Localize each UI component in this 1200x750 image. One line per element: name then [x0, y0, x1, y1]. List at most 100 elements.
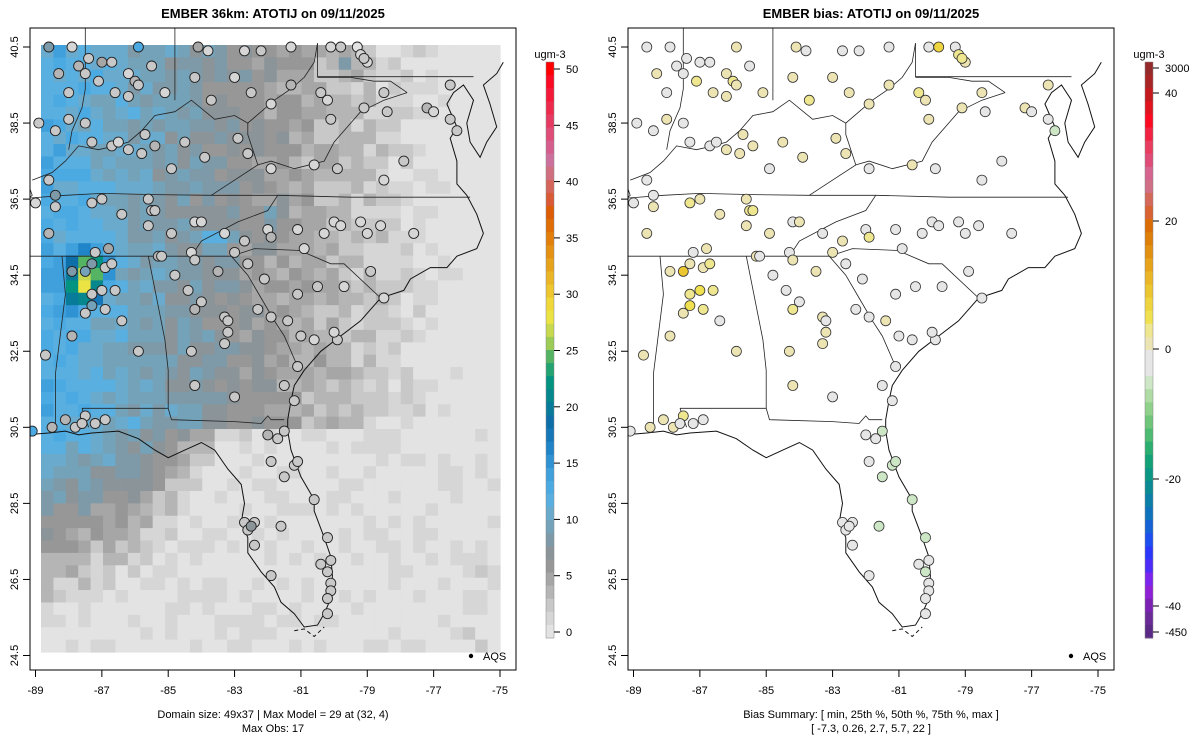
grid-cell [127, 503, 141, 517]
grid-cell [127, 404, 141, 418]
grid-cell [140, 230, 154, 244]
grid-cell [351, 255, 365, 269]
state-border [147, 256, 169, 409]
grid-cell [115, 416, 129, 430]
grid-cell [487, 57, 501, 71]
bias-footer-line1: Bias Summary: [ min, 25th %, 50th %, 75t… [743, 709, 999, 721]
grid-cell [425, 243, 439, 257]
grid-cell [487, 503, 501, 517]
grid-cell [487, 144, 501, 158]
grid-cell [165, 552, 179, 566]
grid-cell [437, 466, 451, 480]
bias-site-marker [644, 421, 656, 433]
grid-cell [65, 131, 79, 145]
grid-cell [425, 528, 439, 542]
grid-cell [363, 478, 377, 492]
grid-cell [375, 367, 389, 381]
grid-cell [487, 305, 501, 319]
grid-cell [375, 391, 389, 405]
grid-cell [41, 280, 55, 294]
grid-cell [115, 552, 129, 566]
grid-cell [239, 614, 253, 628]
obs-site-marker [322, 593, 333, 604]
model-footer-line2: Max Obs: 17 [242, 723, 304, 735]
grid-cell [450, 577, 464, 591]
colorbar-swatch [1145, 585, 1153, 600]
grid-cell [475, 243, 489, 257]
x-tick-label: -81 [293, 685, 309, 697]
grid-cell [251, 193, 265, 207]
bias-site-marker [827, 72, 838, 83]
grid-cell [127, 181, 141, 195]
grid-cell [289, 552, 303, 566]
grid-cell [425, 119, 439, 133]
grid-cell [326, 441, 340, 455]
grid-cell [363, 255, 377, 269]
grid-cell [289, 69, 303, 83]
grid-cell [289, 540, 303, 554]
grid-cell [65, 379, 79, 393]
grid-cell [264, 540, 278, 554]
grid-cell [90, 379, 104, 393]
grid-cell [375, 429, 389, 443]
grid-cell [375, 193, 389, 207]
grid-cell [264, 342, 278, 356]
grid-cell [127, 540, 141, 554]
bias-site-marker [684, 258, 696, 270]
grid-cell [239, 577, 253, 591]
obs-site-marker [312, 281, 323, 293]
obs-site-marker [53, 68, 65, 80]
grid-cell [152, 342, 166, 356]
grid-cell [425, 416, 439, 430]
colorbar-swatch [1145, 546, 1153, 560]
grid-cell [276, 367, 290, 381]
grid-cell [189, 478, 203, 492]
bias-site-marker [847, 539, 858, 551]
grid-cell [227, 119, 241, 133]
obs-site-marker [43, 41, 55, 53]
grid-cell [351, 453, 365, 467]
grid-cell [475, 391, 489, 405]
grid-cell [127, 57, 141, 71]
obs-site-marker [33, 117, 45, 129]
grid-cell [152, 106, 166, 120]
bias-site-marker [843, 520, 855, 532]
bias-site-marker [920, 593, 931, 604]
bias-site-marker [651, 68, 663, 79]
grid-cell [363, 342, 377, 356]
grid-cell [239, 602, 253, 616]
colorbar-swatch [1145, 271, 1153, 286]
obs-site-marker [63, 113, 75, 125]
obs-site-marker [378, 292, 390, 304]
obs-site-marker [139, 129, 151, 140]
grid-cell [227, 354, 241, 368]
obs-site-marker [63, 87, 75, 99]
obs-site-marker [265, 456, 277, 467]
obs-site-marker [292, 288, 304, 300]
bias-site-marker [664, 41, 676, 53]
grid-cell [140, 181, 154, 195]
grid-cell [437, 565, 451, 579]
obs-site-marker [76, 418, 88, 429]
obs-site-marker [136, 148, 148, 159]
grid-cell [338, 515, 352, 529]
grid-cell [65, 255, 79, 269]
grid-cell [227, 230, 241, 244]
bias-site-marker [631, 117, 643, 129]
grid-cell [227, 45, 241, 58]
grid-cell [165, 515, 179, 529]
grid-cell [400, 69, 414, 83]
grid-cell [450, 503, 464, 517]
grid-cell [400, 131, 414, 145]
grid-cell [127, 243, 141, 257]
obs-site-marker [239, 235, 250, 247]
grid-cell [313, 292, 327, 306]
grid-cell [239, 639, 253, 653]
state-border [317, 43, 474, 78]
grid-cell [264, 404, 278, 418]
grid-cell [103, 218, 117, 232]
obs-site-marker [96, 284, 108, 296]
grid-cell [462, 119, 476, 133]
grid-cell [301, 267, 315, 281]
grid-cell [264, 69, 278, 83]
